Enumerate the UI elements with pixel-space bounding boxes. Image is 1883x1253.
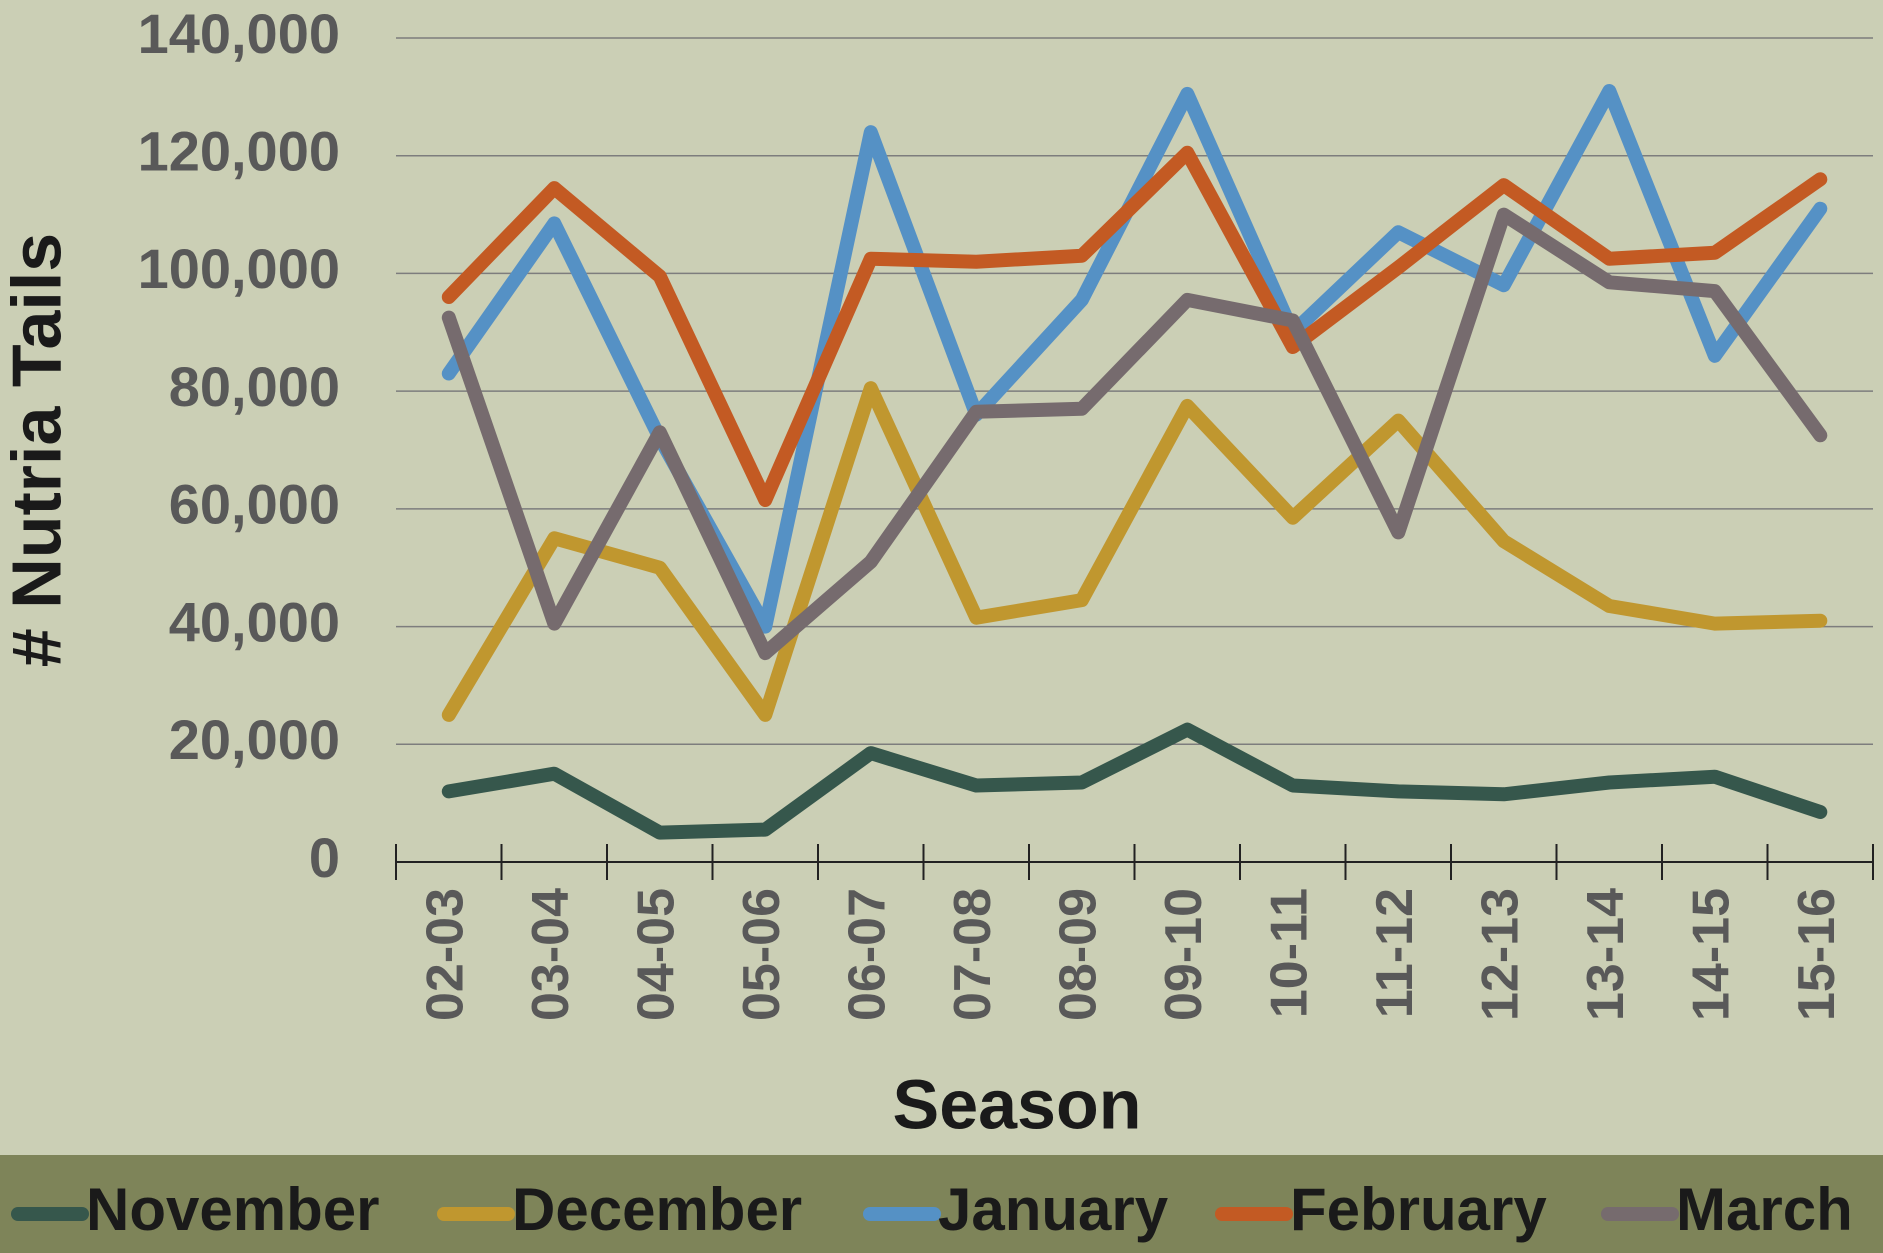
y-tick-label: 40,000 <box>169 590 340 653</box>
y-tick-label: 120,000 <box>138 120 340 183</box>
x-tick-label: 14-15 <box>1682 888 1740 1021</box>
x-tick-label: 13-14 <box>1577 888 1635 1021</box>
x-axis-title: Season <box>893 1065 1142 1143</box>
legend-label: February <box>1290 1176 1547 1243</box>
y-tick-label: 80,000 <box>169 355 340 418</box>
x-tick-label: 08-09 <box>1049 888 1107 1021</box>
series-line <box>441 722 1828 840</box>
series-line <box>441 207 1828 661</box>
x-tick-label: 04-05 <box>627 888 685 1021</box>
x-tick-label: 06-07 <box>838 888 896 1021</box>
x-tick-label: 11-12 <box>1366 888 1424 1018</box>
x-tick-label: 03-04 <box>522 888 580 1021</box>
legend-label: December <box>512 1176 802 1243</box>
x-tick-label: 09-10 <box>1155 888 1213 1021</box>
series-line <box>441 145 1828 507</box>
y-tick-label: 0 <box>309 826 340 889</box>
x-tick-label: 07-08 <box>944 888 1002 1021</box>
legend-label: March <box>1676 1176 1853 1243</box>
y-tick-label: 60,000 <box>169 473 340 536</box>
y-tick-label: 140,000 <box>138 2 340 65</box>
x-tick-label: 12-13 <box>1471 888 1529 1021</box>
x-tick-label: 05-06 <box>733 888 791 1021</box>
legend-label: November <box>86 1176 379 1243</box>
legend-background <box>0 1155 1883 1253</box>
series-line <box>441 381 1828 722</box>
x-tick-label: 15-16 <box>1788 888 1846 1021</box>
x-tick-label: 02-03 <box>416 888 474 1021</box>
legend-label: January <box>938 1176 1169 1243</box>
y-axis-title: # Nutria Tails <box>0 233 75 667</box>
y-tick-label: 100,000 <box>138 237 340 300</box>
x-tick-label: 10-11 <box>1260 888 1318 1018</box>
y-tick-label: 20,000 <box>169 708 340 771</box>
